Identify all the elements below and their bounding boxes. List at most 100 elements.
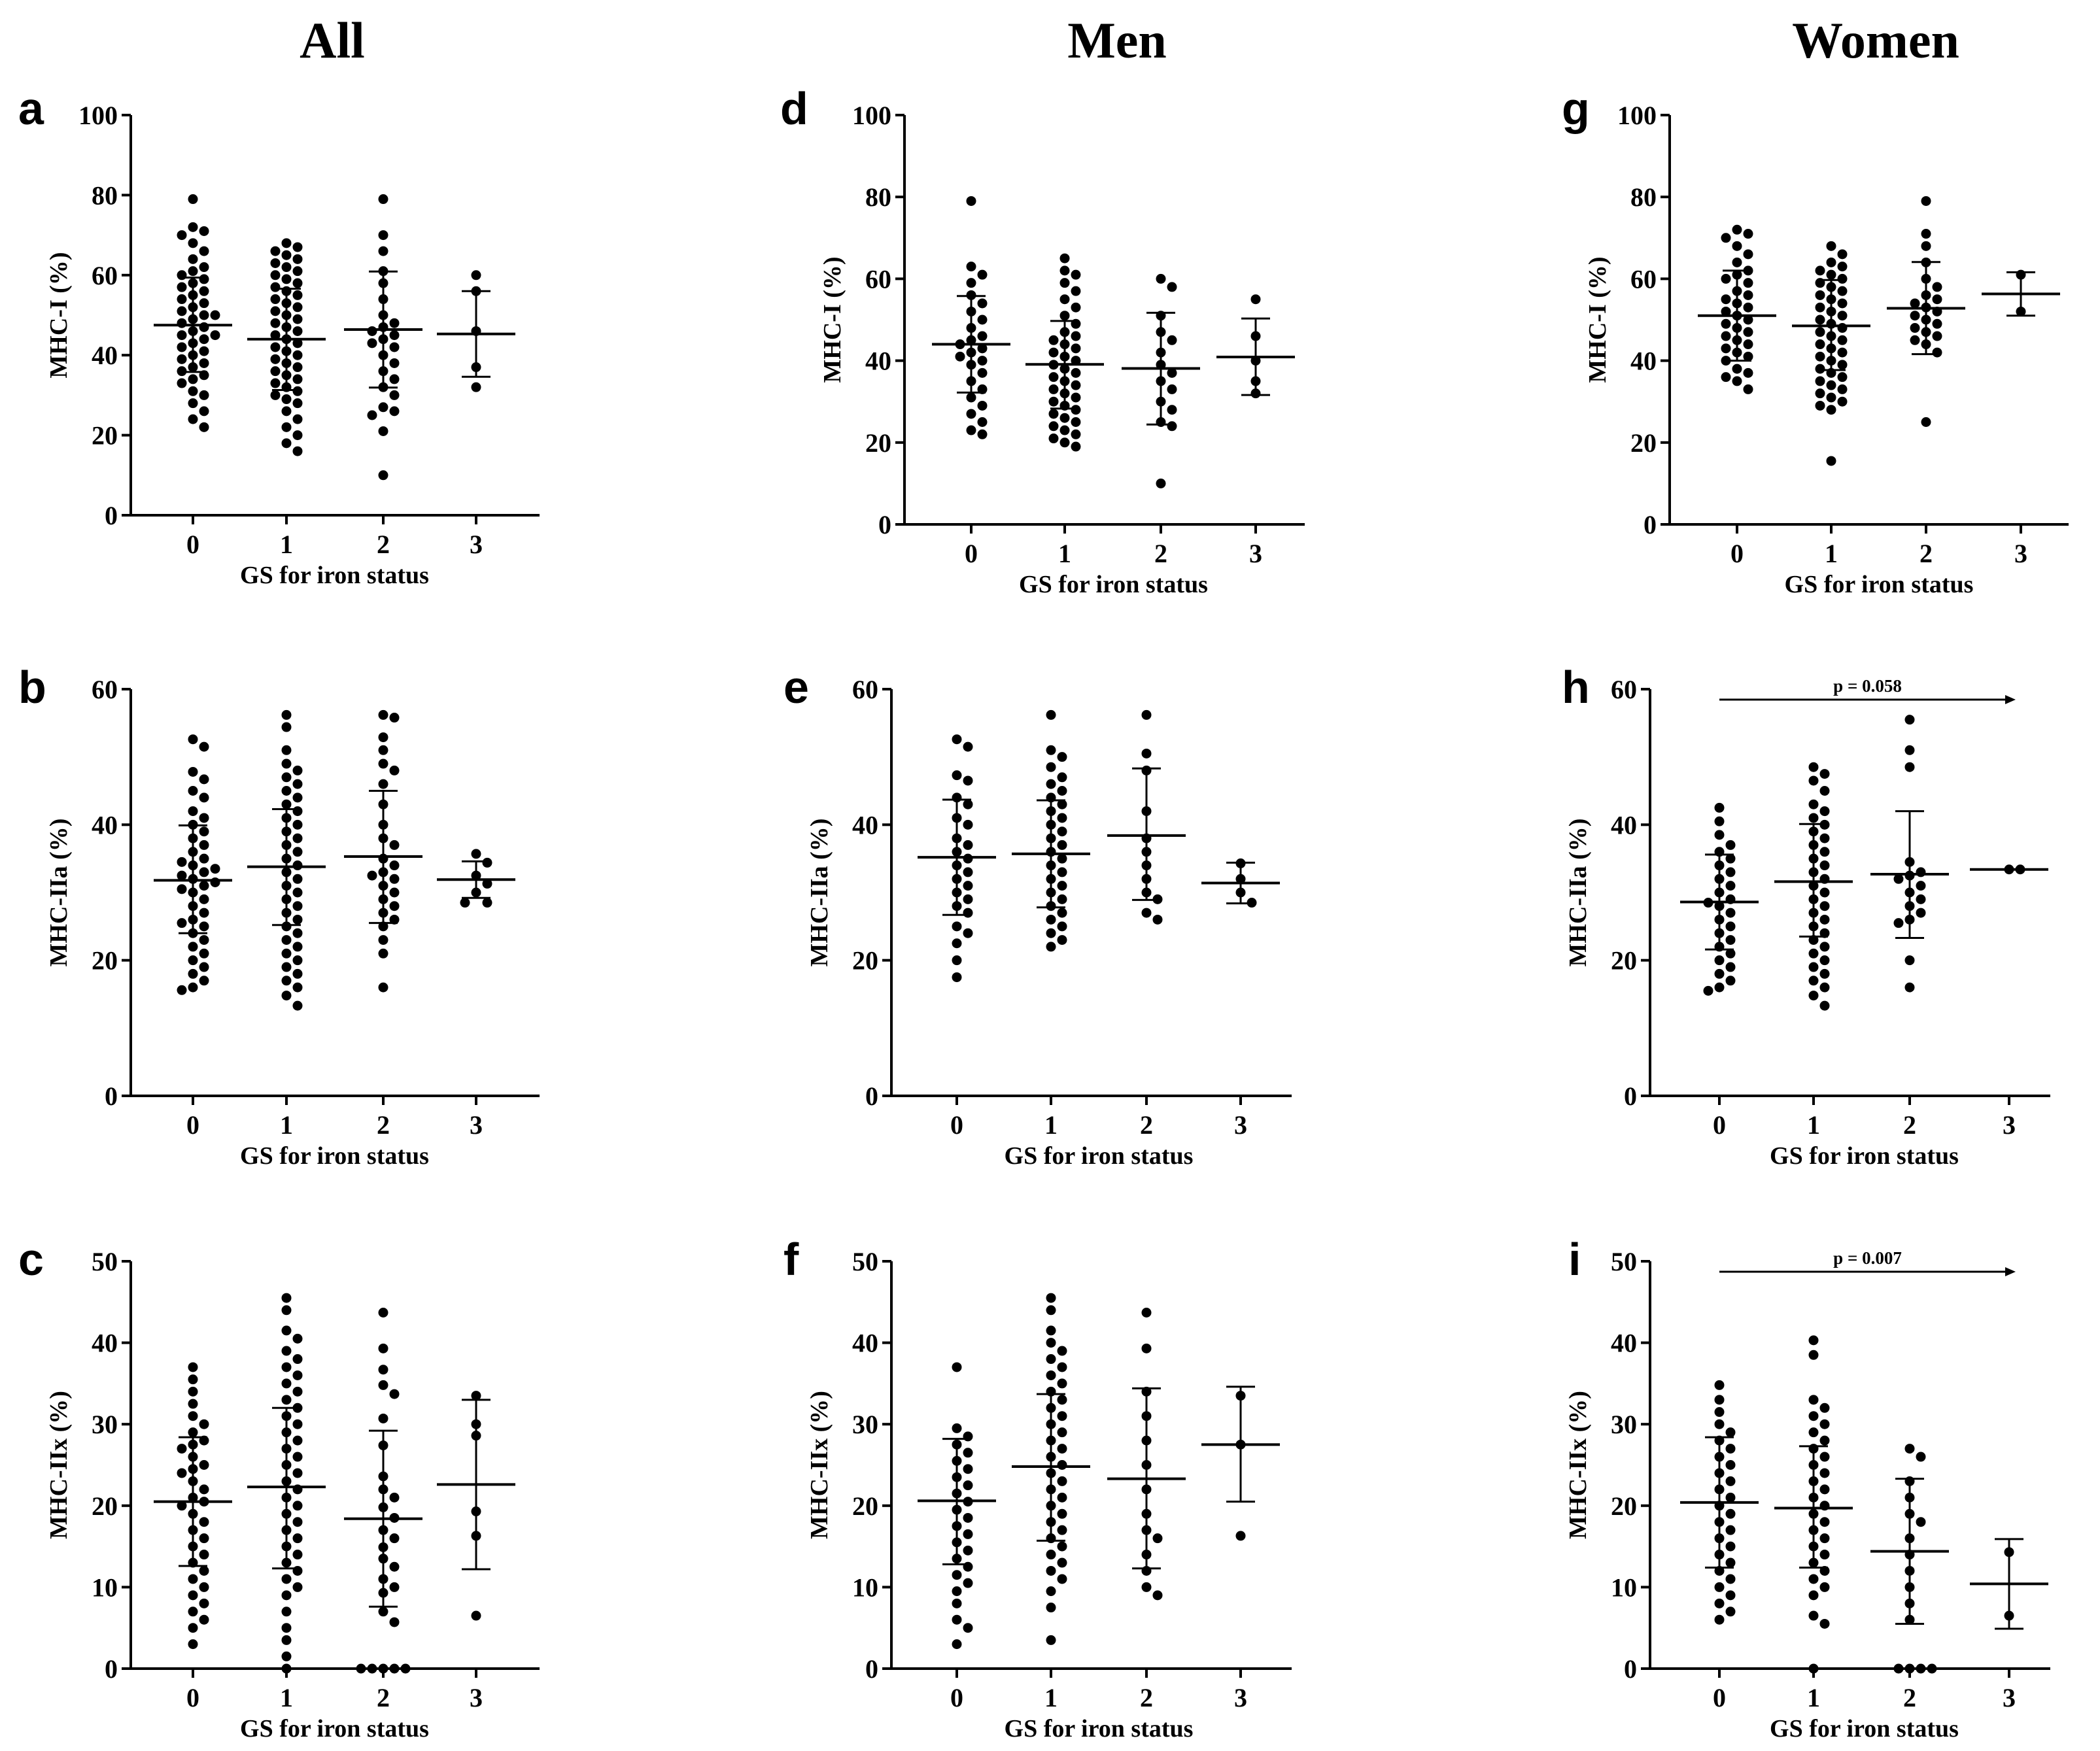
- data-point: [1141, 709, 1152, 720]
- data-point: [389, 358, 400, 368]
- data-point: [1743, 367, 1753, 378]
- data-point: [1046, 1325, 1056, 1336]
- data-point: [1057, 935, 1067, 945]
- data-point: [1815, 314, 1825, 325]
- data-point: [199, 741, 209, 752]
- data-point: [1059, 253, 1070, 264]
- data-point: [963, 908, 973, 918]
- data-point: [199, 298, 209, 309]
- data-point: [1893, 1663, 1904, 1674]
- data-point: [378, 1413, 388, 1423]
- data-point: [963, 853, 973, 864]
- data-point: [1046, 1550, 1056, 1560]
- data-point: [977, 367, 988, 378]
- data-point: [1725, 881, 1736, 891]
- data-point: [378, 230, 388, 241]
- data-point: [281, 976, 292, 986]
- data-point: [977, 343, 988, 354]
- data-point: [1904, 715, 1915, 725]
- data-point: [460, 898, 470, 908]
- data-point: [955, 351, 965, 362]
- data-point: [1819, 1435, 1830, 1446]
- data-point: [292, 386, 303, 396]
- data-point: [199, 406, 209, 416]
- data-point: [199, 358, 209, 368]
- y-tick-label: 60: [92, 675, 118, 704]
- x-tick-label: 0: [186, 1683, 199, 1712]
- y-tick-label: 40: [92, 1329, 118, 1358]
- data-point: [1904, 1444, 1915, 1454]
- data-point: [378, 194, 388, 205]
- data-point: [1048, 434, 1059, 444]
- x-tick-label: 1: [1807, 1110, 1820, 1140]
- x-axis-title: GS for iron status: [240, 1715, 429, 1742]
- data-point: [378, 1380, 388, 1390]
- data-point: [281, 1395, 292, 1405]
- data-point: [1725, 935, 1736, 945]
- data-point: [188, 766, 198, 777]
- x-tick-label: 2: [1140, 1110, 1153, 1140]
- data-point: [281, 786, 292, 796]
- panel-label: i: [1568, 1234, 1581, 1285]
- data-point: [1071, 429, 1081, 439]
- data-point: [199, 774, 209, 785]
- data-point: [1921, 241, 1931, 251]
- data-point: [292, 779, 303, 789]
- data-point: [1057, 1541, 1067, 1552]
- panel-a: a 0 20 40 60 80 100 0 1 2 3 GS for iron status MHC-I…: [18, 83, 540, 589]
- data-point: [1904, 1663, 1915, 1674]
- data-point: [199, 881, 209, 891]
- data-point: [378, 1365, 388, 1375]
- data-point: [1732, 376, 1742, 386]
- x-tick-label: 0: [186, 1110, 199, 1140]
- data-point: [977, 314, 988, 325]
- data-point: [1732, 224, 1742, 235]
- data-point: [1819, 806, 1830, 817]
- data-point: [281, 991, 292, 1001]
- data-point: [952, 921, 962, 932]
- data-point: [270, 342, 281, 352]
- data-point: [389, 1533, 400, 1544]
- data-point: [378, 709, 388, 720]
- data-point: [1837, 249, 1848, 260]
- x-tick-label: 1: [1044, 1110, 1058, 1140]
- data-point: [1046, 1305, 1056, 1316]
- data-point: [292, 414, 303, 424]
- data-point: [1808, 1574, 1819, 1584]
- data-point: [1808, 1335, 1819, 1346]
- data-point: [1046, 1565, 1056, 1576]
- data-point: [292, 792, 303, 803]
- data-point: [281, 1590, 292, 1601]
- data-point: [188, 982, 198, 993]
- y-tick-label: 40: [852, 1329, 878, 1358]
- data-point: [1815, 400, 1825, 411]
- data-point: [482, 857, 492, 868]
- data-point: [1071, 343, 1081, 354]
- data-point: [292, 1000, 303, 1011]
- y-axis-title: MHC-I (%): [819, 256, 846, 382]
- data-point: [188, 1362, 198, 1372]
- data-point: [292, 302, 303, 313]
- data-point: [1932, 347, 1942, 358]
- y-tick-label: 80: [1630, 182, 1657, 212]
- data-point: [188, 1574, 198, 1584]
- data-point: [270, 378, 281, 388]
- data-point: [952, 1570, 962, 1580]
- data-point: [188, 942, 198, 952]
- data-point: [963, 840, 973, 850]
- data-point: [1819, 1618, 1830, 1629]
- data-point: [199, 422, 209, 432]
- data-point: [281, 262, 292, 273]
- data-point: [292, 1501, 303, 1511]
- data-point: [1815, 265, 1825, 276]
- data-point: [977, 429, 988, 439]
- data-point: [199, 262, 209, 273]
- data-point: [281, 1651, 292, 1661]
- data-point: [1059, 265, 1070, 276]
- data-point: [1743, 351, 1753, 362]
- data-point: [963, 799, 973, 809]
- data-point: [292, 765, 303, 775]
- data-point: [1071, 302, 1081, 313]
- data-point: [188, 374, 198, 384]
- x-axis-title: GS for iron status: [1005, 1715, 1194, 1742]
